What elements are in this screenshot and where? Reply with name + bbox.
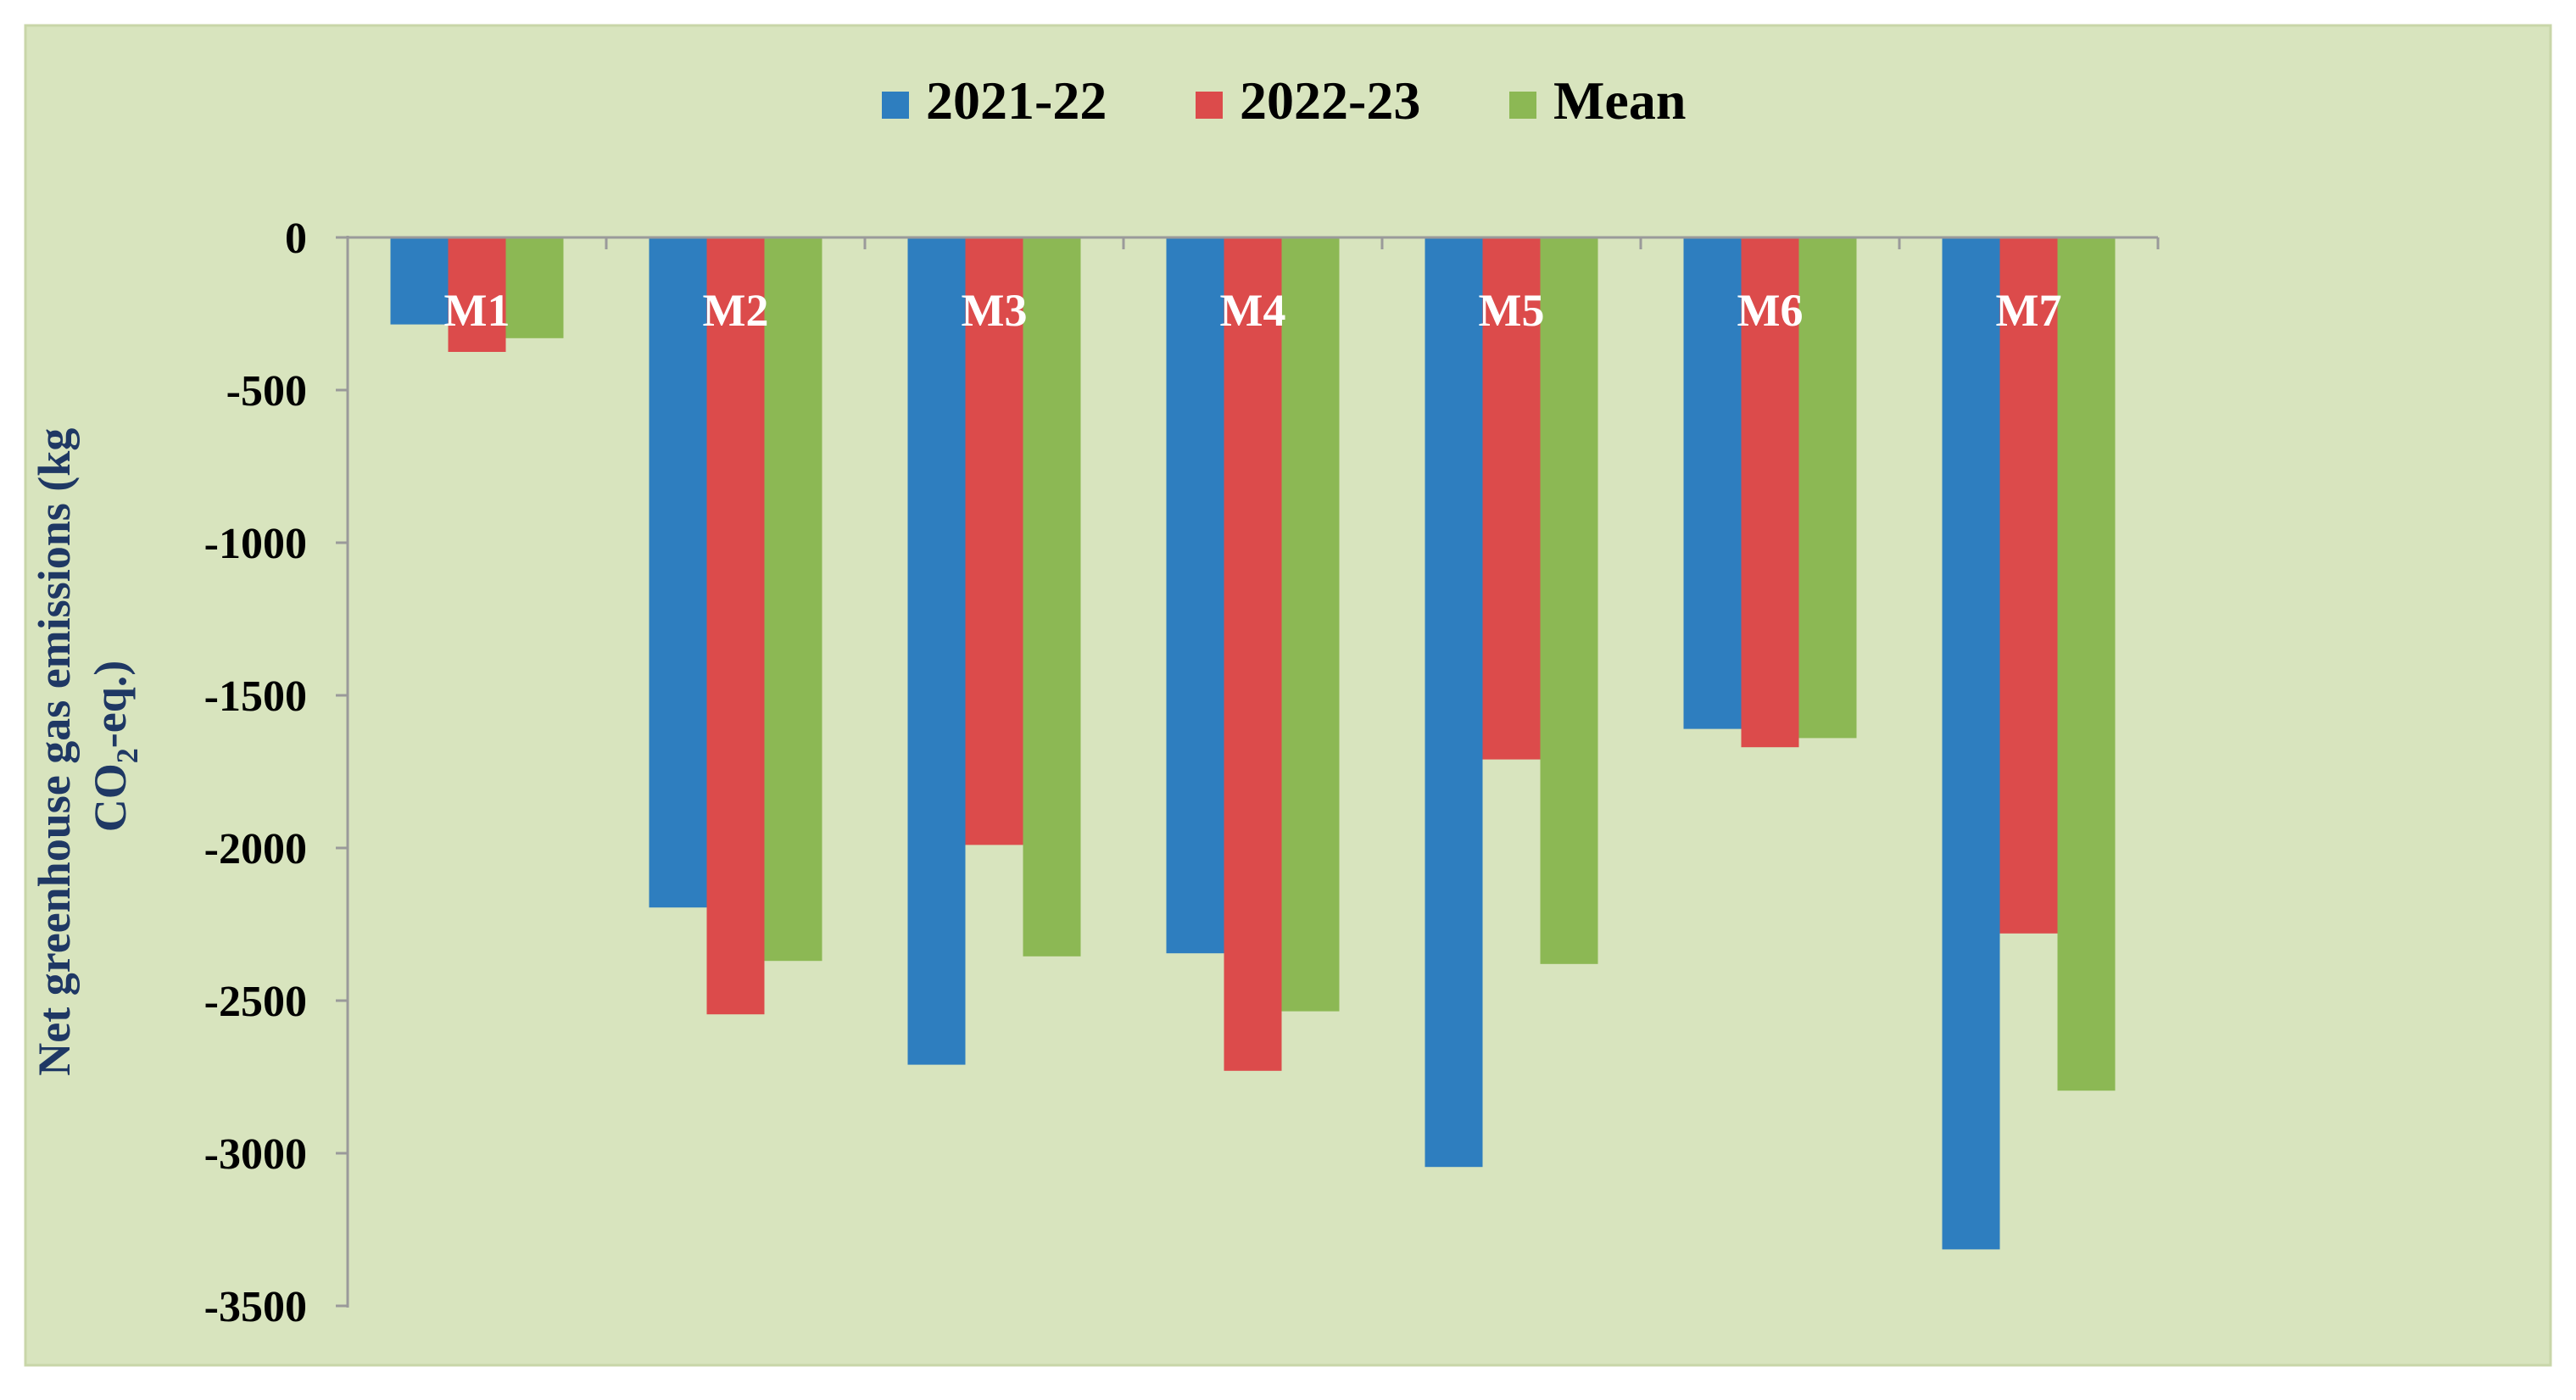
bar-m6-2021-22 [1683,237,1742,729]
bar-m4-2021-22 [1166,237,1224,954]
bar-m7-2021-22 [1942,237,2000,1250]
bar-m6-2022-23 [1741,237,1799,748]
bars [390,237,2116,1250]
legend-label-2021-22: 2021-22 [926,70,1107,131]
y-tick-label: -2500 [204,978,307,1026]
legend-label-2022-23: 2022-23 [1240,70,1420,131]
category-label-m6: M6 [1737,285,1804,336]
y-axis-ticks: 0 -500 -1000 -1500 -2000 -2500 -3000 -3500 [204,215,348,1331]
legend: 2021-22 2022-23 Mean [882,70,1686,131]
y-tick-label: 0 [285,215,307,263]
bar-m5-mean [1540,237,1598,964]
bar-m3-2021-22 [907,237,966,1065]
bar-m7-2022-23 [1999,237,2058,934]
y-axis-label-subscript: 2 [110,748,144,763]
bar-m6-mean [1798,237,1857,739]
bar-m1-2022-23 [448,237,506,352]
bar-m2-mean [764,237,822,962]
bar-m5-2021-22 [1425,237,1483,1168]
bar-m2-2021-22 [649,237,707,908]
y-axis-label: Net greenhouse gas emissions (kg CO2-eq.… [29,416,144,1076]
category-label-m3: M3 [962,285,1028,336]
y-axis-label-line-2: CO2-eq.) [85,661,144,832]
legend-swatch-2021-22 [882,92,909,119]
y-tick-label: -500 [226,367,307,416]
axes [346,236,2160,1308]
bar-m4-mean [1281,237,1340,1012]
y-tick-label: -3500 [204,1283,307,1331]
y-axis-label-line-1: Net greenhouse gas emissions (kg [29,428,80,1076]
bar-m7-mean [2057,237,2116,1091]
category-label-m4: M4 [1220,285,1286,336]
y-tick-label: -1000 [204,520,307,568]
category-label-m1: M1 [444,285,510,336]
y-tick-label: -3000 [204,1130,307,1179]
bar-m4-2022-23 [1224,237,1282,1071]
bar-m3-2022-23 [965,237,1023,845]
y-axis-label-eq: -eq.) [85,661,136,748]
bar-m1-mean [505,237,564,338]
category-label-m5: M5 [1479,285,1545,336]
legend-label-mean: Mean [1553,70,1686,131]
y-tick-label: -1500 [204,672,307,721]
y-axis-label-co: CO [85,763,136,832]
category-label-m2: M2 [703,285,769,336]
legend-swatch-2022-23 [1196,92,1223,119]
category-labels: M1 M2 M3 M4 M5 M6 M7 [444,285,2062,336]
bar-m5-2022-23 [1482,237,1541,760]
bar-m3-mean [1023,237,1081,957]
bar-m2-2022-23 [706,237,765,1015]
legend-swatch-mean [1509,92,1536,119]
bar-m1-2021-22 [390,237,449,325]
y-tick-label: -2000 [204,825,307,873]
category-label-m7: M7 [1996,285,2062,336]
